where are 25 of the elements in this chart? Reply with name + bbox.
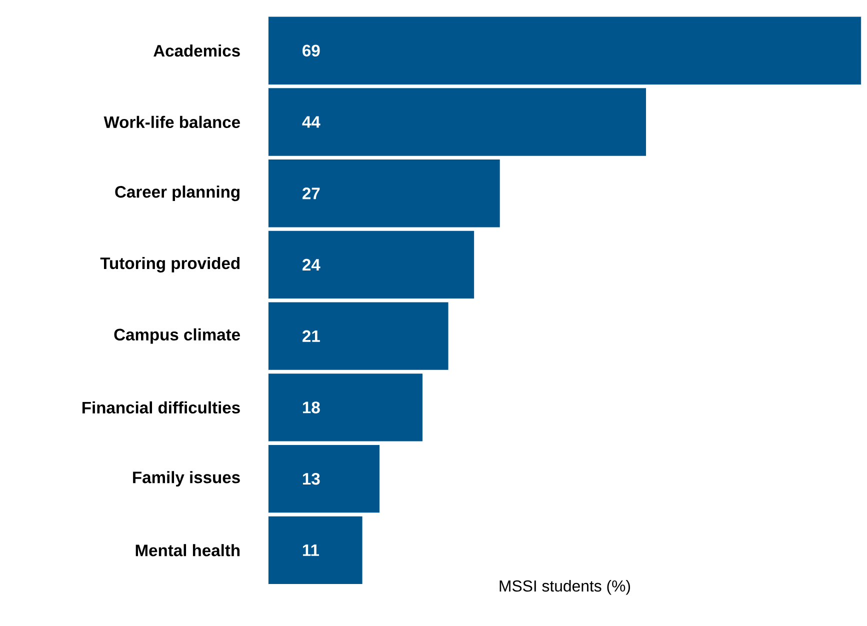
- data-label: 18: [302, 402, 320, 414]
- y-tick-label: Academics: [154, 44, 240, 57]
- bar: [268, 444, 380, 514]
- bar: [268, 87, 647, 157]
- data-label: 11: [302, 544, 319, 556]
- y-tick-label: Career planning: [115, 186, 240, 202]
- data-label: 13: [302, 473, 320, 485]
- bar: [268, 302, 450, 371]
- bar: [268, 16, 862, 86]
- bar: [268, 158, 501, 228]
- data-label: 27: [302, 188, 320, 200]
- y-tick-label: Family issues: [133, 471, 240, 487]
- data-label: 69: [302, 44, 320, 57]
- data-label: 21: [302, 330, 320, 342]
- bar: [268, 372, 424, 442]
- y-tick-label: Tutoring provided: [100, 257, 240, 273]
- x-axis-title: MSSI students (%): [500, 580, 630, 595]
- bar: [268, 230, 475, 300]
- data-label: 44: [302, 116, 320, 128]
- y-tick-label: Work-life balance: [104, 116, 240, 128]
- y-tick-label: Campus climate: [114, 328, 240, 344]
- y-tick-label: Financial difficulties: [82, 402, 240, 414]
- data-label: 24: [302, 259, 320, 271]
- bar: [268, 516, 364, 586]
- y-tick-label: Mental health: [136, 544, 240, 556]
